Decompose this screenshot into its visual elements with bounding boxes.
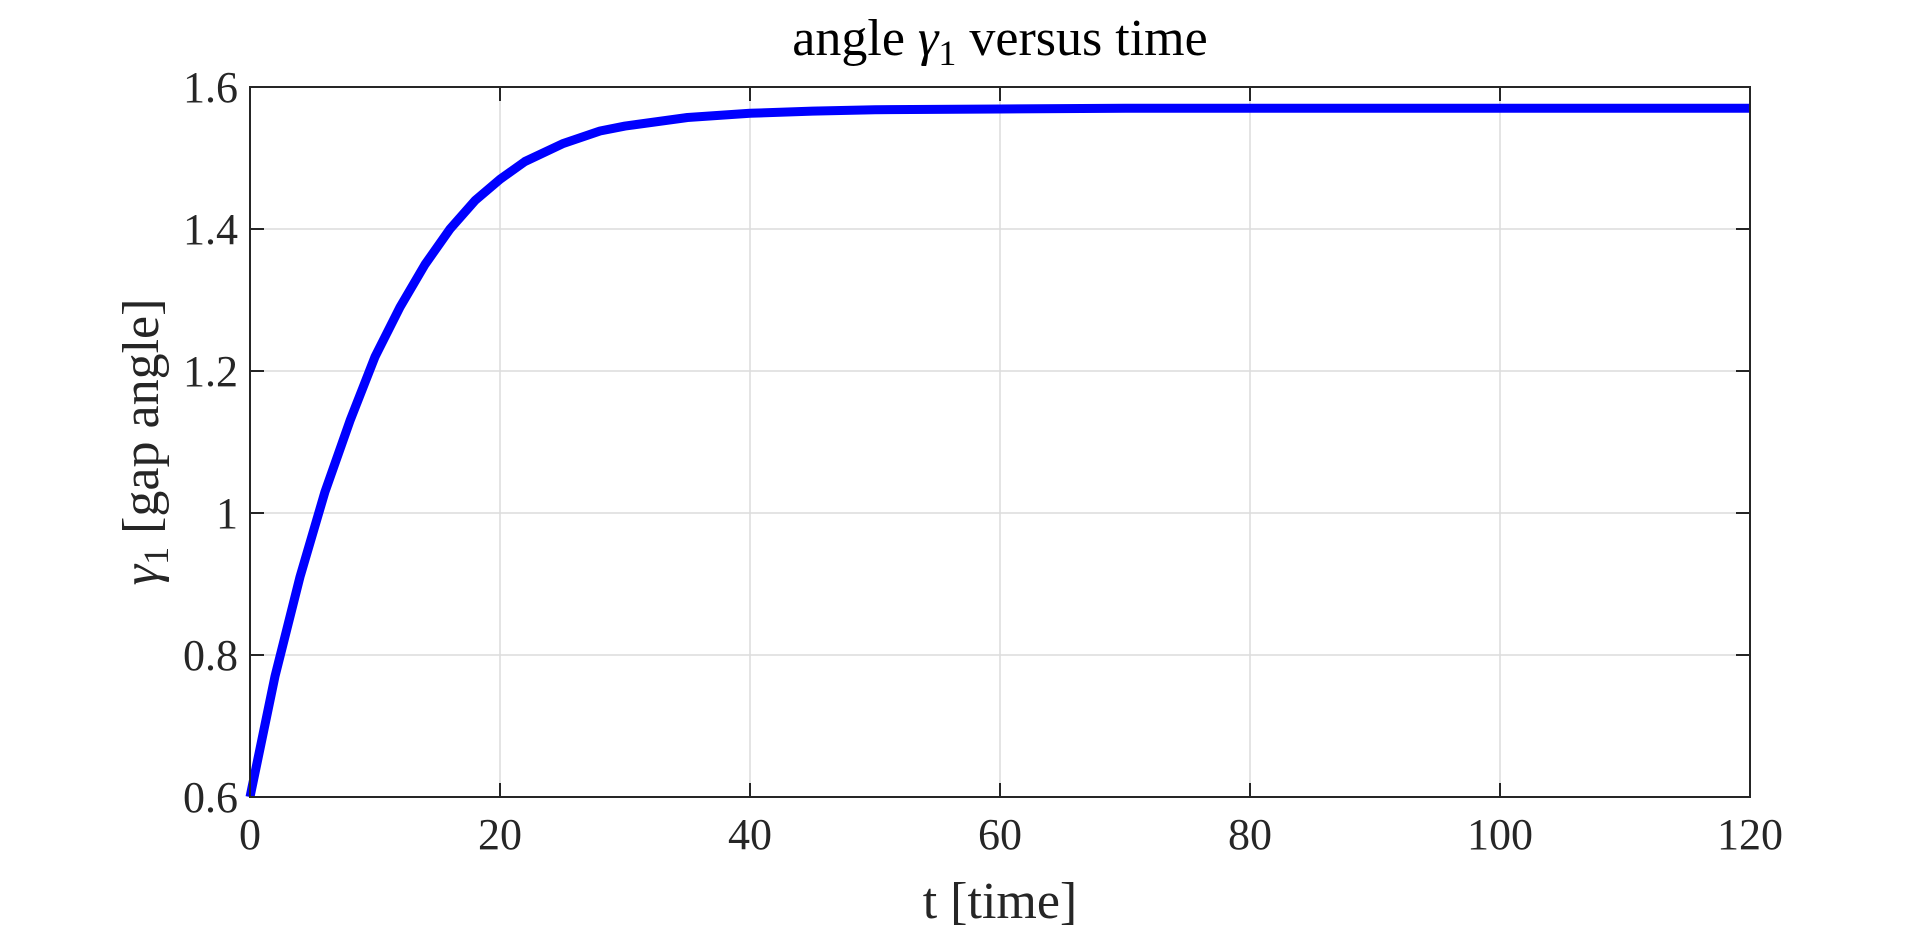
y-axis-label: γ1 [gap angle]	[113, 299, 176, 586]
x-tick-label: 60	[978, 810, 1022, 859]
y-tick-label: 1.2	[183, 347, 238, 396]
y-tick-label: 0.6	[183, 773, 238, 822]
y-tick-label: 1	[216, 489, 238, 538]
x-tick-label: 20	[478, 810, 522, 859]
y-tick-label: 1.4	[183, 205, 238, 254]
x-tick-label: 80	[1228, 810, 1272, 859]
chart-title: angle γ1 versus time	[792, 10, 1207, 73]
x-tick-label: 0	[239, 810, 261, 859]
y-tick-labels: 0.6 0.8 1 1.2 1.4 1.6	[183, 63, 238, 822]
ticks	[249, 86, 1751, 798]
x-axis-label: t [time]	[923, 873, 1078, 930]
y-tick-label: 0.8	[183, 631, 238, 680]
x-tick-label: 40	[728, 810, 772, 859]
series-group	[245, 103, 1750, 798]
y-tick-label: 1.6	[183, 63, 238, 112]
x-tick-label: 120	[1717, 810, 1783, 859]
series-line	[245, 103, 1750, 798]
x-tick-labels: 0 20 40 60 80 100 120	[239, 810, 1783, 859]
x-tick-label: 100	[1467, 810, 1533, 859]
